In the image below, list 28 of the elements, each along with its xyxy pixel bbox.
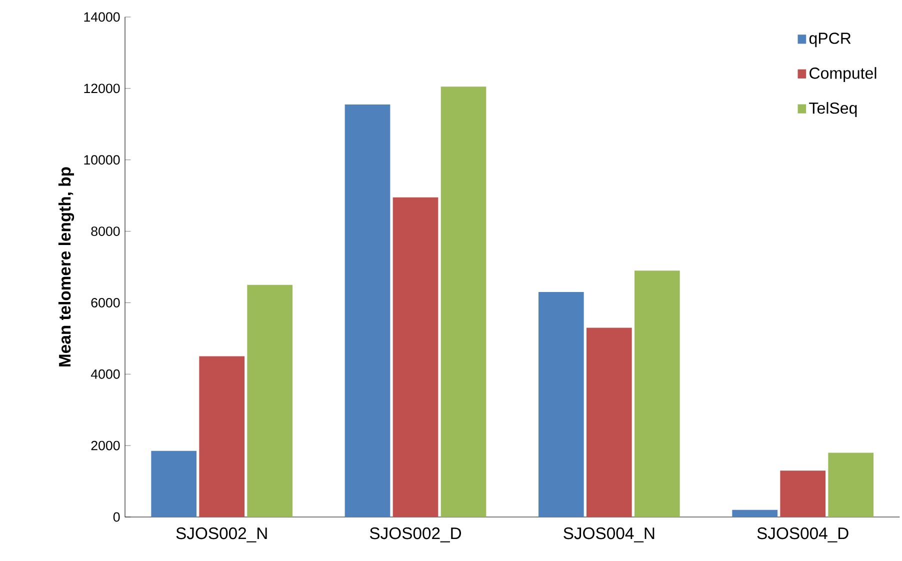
bar [586,328,632,517]
bar [440,86,486,517]
y-tick-label: 8000 [91,226,120,236]
y-tick-label: 12000 [84,84,120,94]
legend-label: Computel [810,67,876,82]
bar [732,510,778,517]
legend-label: qPCR [809,32,851,48]
y-axis-title: Mean telomere length, bp [58,167,74,366]
x-tick-label: SJOS002_D [370,527,462,542]
y-tick-label: 14000 [84,12,120,22]
bar [199,356,245,517]
bar [828,452,874,517]
y-tick-label: 6000 [91,298,120,308]
bar [780,470,826,517]
x-tick-label: SJOS004_N [564,527,654,542]
x-tick-label: SJOS002_N [176,527,267,542]
bar [538,292,584,517]
y-tick-label: 10000 [84,155,120,165]
bar [392,197,438,517]
y-tick-label: 4000 [90,369,120,379]
y-tick-label: 0 [113,512,120,522]
x-tick-label: SJOS004_D [757,527,848,542]
bar [634,270,680,517]
bar [247,284,292,517]
y-tick-label: 2000 [91,440,120,450]
bar [151,450,197,517]
bar [344,104,390,517]
legend-label: TelSeq [809,102,857,117]
